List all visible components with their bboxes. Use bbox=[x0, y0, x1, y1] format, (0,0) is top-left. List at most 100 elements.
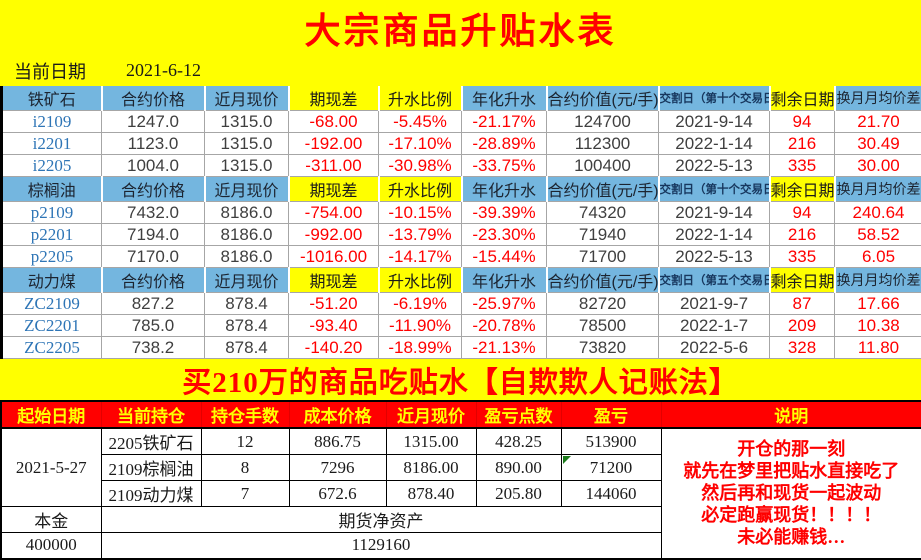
delivery-date-cell[interactable]: 2022-5-6 bbox=[659, 337, 770, 359]
rollover-avg-diff-cell[interactable]: 11.80 bbox=[835, 337, 921, 359]
premium-ratio-cell[interactable]: -13.79% bbox=[379, 224, 462, 246]
pnl-cell[interactable]: 513900 bbox=[561, 428, 661, 455]
contract-price-cell[interactable]: 7170.0 bbox=[102, 246, 205, 268]
near-month-price-cell[interactable]: 8186.0 bbox=[205, 202, 289, 224]
basis-cell[interactable]: -68.00 bbox=[289, 111, 379, 133]
annualized-premium-cell[interactable]: -20.78% bbox=[462, 315, 547, 337]
delivery-date-cell[interactable]: 2022-5-13 bbox=[659, 246, 770, 268]
contract-code-link[interactable]: p2205 bbox=[2, 246, 102, 268]
remaining-days-cell[interactable]: 335 bbox=[770, 155, 835, 177]
near-month-price-cell[interactable]: 1315.0 bbox=[205, 133, 289, 155]
contract-code-link[interactable]: ZC2201 bbox=[2, 315, 102, 337]
contract-value-cell[interactable]: 78500 bbox=[547, 315, 659, 337]
annualized-premium-cell[interactable]: -33.75% bbox=[462, 155, 547, 177]
remaining-days-cell[interactable]: 87 bbox=[770, 293, 835, 315]
remaining-days-cell[interactable]: 335 bbox=[770, 246, 835, 268]
annualized-premium-cell[interactable]: -15.44% bbox=[462, 246, 547, 268]
start-date-cell[interactable]: 2021-5-27 bbox=[1, 428, 101, 507]
rollover-avg-diff-cell[interactable]: 10.38 bbox=[835, 315, 921, 337]
near-month-price-cell[interactable]: 1315.0 bbox=[205, 111, 289, 133]
delivery-date-cell[interactable]: 2022-5-13 bbox=[659, 155, 770, 177]
basis-cell[interactable]: -311.00 bbox=[289, 155, 379, 177]
contract-code-link[interactable]: p2201 bbox=[2, 224, 102, 246]
annualized-premium-cell[interactable]: -39.39% bbox=[462, 202, 547, 224]
remaining-days-cell[interactable]: 209 bbox=[770, 315, 835, 337]
rollover-avg-diff-cell[interactable]: 240.64 bbox=[835, 202, 921, 224]
contract-price-cell[interactable]: 1004.0 bbox=[102, 155, 205, 177]
lots-cell[interactable]: 8 bbox=[201, 455, 289, 481]
remaining-days-cell[interactable]: 94 bbox=[770, 202, 835, 224]
contract-price-cell[interactable]: 827.2 bbox=[102, 293, 205, 315]
annualized-premium-cell[interactable]: -21.17% bbox=[462, 111, 547, 133]
contract-value-cell[interactable]: 100400 bbox=[547, 155, 659, 177]
premium-ratio-cell[interactable]: -10.15% bbox=[379, 202, 462, 224]
contract-price-cell[interactable]: 738.2 bbox=[102, 337, 205, 359]
near-month-price-cell[interactable]: 878.4 bbox=[205, 315, 289, 337]
near-month-price-cell[interactable]: 8186.0 bbox=[205, 246, 289, 268]
lots-cell[interactable]: 12 bbox=[201, 428, 289, 455]
contract-value-cell[interactable]: 71700 bbox=[547, 246, 659, 268]
remaining-days-cell[interactable]: 216 bbox=[770, 133, 835, 155]
contract-code-link[interactable]: i2205 bbox=[2, 155, 102, 177]
principal-value[interactable]: 400000 bbox=[1, 533, 101, 559]
contract-code-link[interactable]: p2109 bbox=[2, 202, 102, 224]
contract-price-cell[interactable]: 785.0 bbox=[102, 315, 205, 337]
basis-cell[interactable]: -192.00 bbox=[289, 133, 379, 155]
delivery-date-cell[interactable]: 2021-9-7 bbox=[659, 293, 770, 315]
near-month-price-cell[interactable]: 8186.0 bbox=[205, 224, 289, 246]
position-name-cell[interactable]: 2205铁矿石 bbox=[101, 428, 201, 455]
contract-code-link[interactable]: ZC2109 bbox=[2, 293, 102, 315]
delivery-date-cell[interactable]: 2022-1-7 bbox=[659, 315, 770, 337]
basis-cell[interactable]: -93.40 bbox=[289, 315, 379, 337]
contract-code-link[interactable]: i2201 bbox=[2, 133, 102, 155]
rollover-avg-diff-cell[interactable]: 30.00 bbox=[835, 155, 921, 177]
remaining-days-cell[interactable]: 328 bbox=[770, 337, 835, 359]
near-month-price-cell[interactable]: 1315.00 bbox=[386, 428, 476, 455]
contract-value-cell[interactable]: 73820 bbox=[547, 337, 659, 359]
cost-price-cell[interactable]: 672.6 bbox=[289, 481, 386, 507]
basis-cell[interactable]: -992.00 bbox=[289, 224, 379, 246]
remaining-days-cell[interactable]: 216 bbox=[770, 224, 835, 246]
delivery-date-cell[interactable]: 2021-9-14 bbox=[659, 111, 770, 133]
contract-price-cell[interactable]: 1123.0 bbox=[102, 133, 205, 155]
contract-code-link[interactable]: i2109 bbox=[2, 111, 102, 133]
lots-cell[interactable]: 7 bbox=[201, 481, 289, 507]
cost-price-cell[interactable]: 7296 bbox=[289, 455, 386, 481]
net-asset-label[interactable]: 期货净资产 bbox=[101, 507, 661, 533]
rollover-avg-diff-cell[interactable]: 21.70 bbox=[835, 111, 921, 133]
principal-label[interactable]: 本金 bbox=[1, 507, 101, 533]
cost-price-cell[interactable]: 886.75 bbox=[289, 428, 386, 455]
premium-ratio-cell[interactable]: -17.10% bbox=[379, 133, 462, 155]
pnl-cell[interactable]: 144060 bbox=[561, 481, 661, 507]
contract-price-cell[interactable]: 1247.0 bbox=[102, 111, 205, 133]
near-month-price-cell[interactable]: 878.40 bbox=[386, 481, 476, 507]
premium-ratio-cell[interactable]: -11.90% bbox=[379, 315, 462, 337]
near-month-price-cell[interactable]: 8186.00 bbox=[386, 455, 476, 481]
rollover-avg-diff-cell[interactable]: 17.66 bbox=[835, 293, 921, 315]
rollover-avg-diff-cell[interactable]: 58.52 bbox=[835, 224, 921, 246]
rollover-avg-diff-cell[interactable]: 6.05 bbox=[835, 246, 921, 268]
premium-ratio-cell[interactable]: -6.19% bbox=[379, 293, 462, 315]
contract-value-cell[interactable]: 74320 bbox=[547, 202, 659, 224]
near-month-price-cell[interactable]: 878.4 bbox=[205, 337, 289, 359]
premium-ratio-cell[interactable]: -14.17% bbox=[379, 246, 462, 268]
pnl-points-cell[interactable]: 890.00 bbox=[476, 455, 561, 481]
basis-cell[interactable]: -51.20 bbox=[289, 293, 379, 315]
near-month-price-cell[interactable]: 878.4 bbox=[205, 293, 289, 315]
contract-price-cell[interactable]: 7432.0 bbox=[102, 202, 205, 224]
annualized-premium-cell[interactable]: -21.13% bbox=[462, 337, 547, 359]
contract-code-link[interactable]: ZC2205 bbox=[2, 337, 102, 359]
premium-ratio-cell[interactable]: -30.98% bbox=[379, 155, 462, 177]
delivery-date-cell[interactable]: 2022-1-14 bbox=[659, 133, 770, 155]
contract-value-cell[interactable]: 112300 bbox=[547, 133, 659, 155]
pnl-points-cell[interactable]: 428.25 bbox=[476, 428, 561, 455]
net-asset-value[interactable]: 1129160 bbox=[101, 533, 661, 559]
basis-cell[interactable]: -140.20 bbox=[289, 337, 379, 359]
basis-cell[interactable]: -1016.00 bbox=[289, 246, 379, 268]
current-date-value[interactable]: 2021-6-12 bbox=[126, 60, 201, 81]
delivery-date-cell[interactable]: 2021-9-14 bbox=[659, 202, 770, 224]
contract-price-cell[interactable]: 7194.0 bbox=[102, 224, 205, 246]
rollover-avg-diff-cell[interactable]: 30.49 bbox=[835, 133, 921, 155]
annualized-premium-cell[interactable]: -25.97% bbox=[462, 293, 547, 315]
delivery-date-cell[interactable]: 2022-1-14 bbox=[659, 224, 770, 246]
